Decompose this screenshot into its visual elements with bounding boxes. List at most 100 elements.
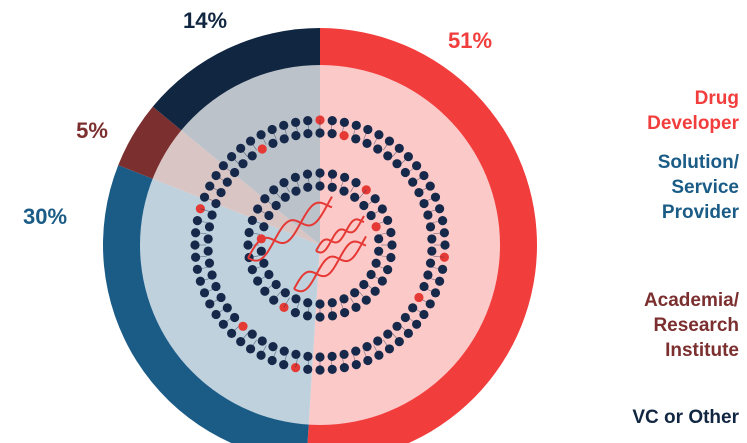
lipid-head (246, 344, 255, 353)
lipid-head (238, 322, 247, 331)
lipid-head (211, 199, 220, 208)
lipid-head (272, 280, 281, 289)
lipid-head (280, 134, 289, 143)
lipid-head (256, 130, 265, 139)
lipid-head (193, 265, 202, 274)
lipid-head (207, 270, 216, 279)
lipid-head (359, 280, 368, 289)
lipid-head (257, 247, 266, 256)
lipid-head (359, 201, 368, 210)
lipid-head (339, 350, 348, 359)
lipid-head (392, 322, 401, 331)
lipid-head (216, 293, 225, 302)
lipid-head (328, 129, 337, 138)
lipid-head (386, 228, 395, 237)
lipid-head (408, 303, 417, 312)
lipid-head (374, 234, 383, 243)
lipid-head (419, 171, 428, 180)
lipid-head (211, 282, 220, 291)
lipid-head (383, 151, 392, 160)
legend-entry: Solution/ Service Provider (621, 150, 739, 225)
lipid-head (315, 128, 324, 137)
lipid-head (248, 330, 257, 339)
lipid-head (223, 303, 232, 312)
lipid-head (258, 144, 267, 153)
value-label: 30% (23, 204, 67, 229)
lipid-head (230, 313, 239, 322)
lipid-head (362, 342, 371, 351)
value-label: 5% (76, 118, 108, 143)
lipid-head (423, 210, 432, 219)
lipid-head (431, 193, 440, 202)
lipid-head (303, 129, 312, 138)
lipid-head (230, 168, 239, 177)
lipid-head (419, 199, 428, 208)
lipid-head (392, 159, 401, 168)
lipid-head (196, 204, 205, 213)
lipid-head (246, 136, 255, 145)
lipid-head (414, 293, 423, 302)
lipid-head (373, 144, 382, 153)
lipid-head (280, 347, 289, 356)
lipid-head (373, 336, 382, 345)
lipid-head (291, 131, 300, 140)
lipid-head (204, 234, 213, 243)
lipid-head (205, 222, 214, 231)
legend-entry: Drug Developer (621, 86, 739, 136)
lipid-head (426, 259, 435, 268)
lipid-head (207, 210, 216, 219)
lipid-head (291, 187, 300, 196)
lipid-head (200, 288, 209, 297)
lipid-head (408, 178, 417, 187)
lipid-head (281, 193, 290, 202)
lipid-head (264, 270, 273, 279)
lipid-head (350, 288, 359, 297)
lipid-head (216, 188, 225, 197)
lipid-head (362, 185, 371, 194)
lipid-head (205, 259, 214, 268)
lipid-head (205, 299, 214, 308)
lipid-head (372, 259, 381, 268)
lipid-head (303, 298, 312, 307)
lipid-head (196, 277, 205, 286)
lipid-head (328, 298, 337, 307)
lipid-head (191, 253, 200, 262)
lipid-head (191, 228, 200, 237)
lipid-head (401, 168, 410, 177)
lipid-head (350, 193, 359, 202)
lipid-head (328, 183, 337, 192)
lipid-head (426, 222, 435, 231)
lipid-head (374, 247, 383, 256)
lipid-head (423, 270, 432, 279)
lipid-head (339, 294, 348, 303)
lipid-head (238, 159, 247, 168)
lipid-head (366, 211, 375, 220)
lipid-head (200, 193, 209, 202)
lipid-head (268, 139, 277, 148)
lipid-head (315, 299, 324, 308)
lipid-head (351, 178, 360, 187)
legend-entry: VC or Other (621, 405, 739, 430)
lipid-head (205, 181, 214, 190)
lipid-head (315, 181, 324, 190)
value-label: 51% (448, 28, 492, 53)
lipid-head (193, 216, 202, 225)
lipid-head (372, 222, 381, 231)
lipid-head (339, 187, 348, 196)
lipid-head (211, 171, 220, 180)
lipid-head (223, 178, 232, 187)
lipid-head (272, 201, 281, 210)
lipid-head (264, 211, 273, 220)
page: 51% 30% 5% 14% Drug Developer Solution/ Serv… (0, 0, 747, 443)
lipid-head (291, 294, 300, 303)
lipid-head (351, 134, 360, 143)
lipid-head (259, 222, 268, 231)
lipid-head (303, 183, 312, 192)
lipid-head (211, 310, 220, 319)
lipid-head (362, 139, 371, 148)
value-label: 14% (183, 8, 227, 33)
lipid-head (248, 151, 257, 160)
lipid-head (427, 246, 436, 255)
lipid-head (291, 350, 300, 359)
lipid-head (351, 347, 360, 356)
